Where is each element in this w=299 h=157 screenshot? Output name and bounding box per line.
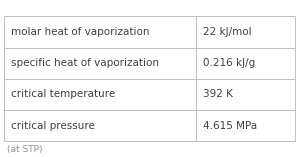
Text: molar heat of vaporization: molar heat of vaporization [11, 27, 150, 37]
Text: 392 K: 392 K [203, 89, 233, 100]
Text: (at STP): (at STP) [7, 145, 42, 154]
Text: 4.615 MPa: 4.615 MPa [203, 121, 257, 131]
Text: critical temperature: critical temperature [11, 89, 115, 100]
Text: 22 kJ/mol: 22 kJ/mol [203, 27, 252, 37]
Text: 0.216 kJ/g: 0.216 kJ/g [203, 58, 256, 68]
Text: critical pressure: critical pressure [11, 121, 95, 131]
Text: specific heat of vaporization: specific heat of vaporization [11, 58, 159, 68]
Bar [4, 16, 295, 141]
